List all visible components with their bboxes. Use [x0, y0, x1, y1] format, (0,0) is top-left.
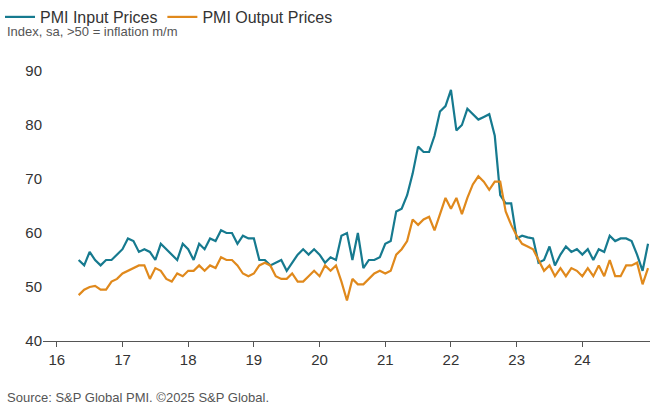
svg-text:Index, sa, >50 = inflation m/m: Index, sa, >50 = inflation m/m [7, 24, 178, 39]
svg-text:80: 80 [25, 116, 42, 133]
svg-text:60: 60 [25, 224, 42, 241]
svg-text:70: 70 [25, 170, 42, 187]
svg-text:22: 22 [443, 351, 460, 368]
svg-text:21: 21 [377, 351, 394, 368]
svg-text:40: 40 [25, 332, 42, 349]
svg-text:16: 16 [48, 351, 65, 368]
svg-text:23: 23 [508, 351, 525, 368]
svg-text:19: 19 [246, 351, 263, 368]
svg-text:18: 18 [180, 351, 197, 368]
svg-text:50: 50 [25, 278, 42, 295]
svg-text:17: 17 [114, 351, 131, 368]
svg-text:Source: S&P Global PMI. ©2025: Source: S&P Global PMI. ©2025 S&P Global… [7, 390, 269, 405]
svg-text:24: 24 [574, 351, 591, 368]
svg-text:90: 90 [25, 62, 42, 79]
svg-text:20: 20 [311, 351, 328, 368]
svg-text:PMI Output Prices: PMI Output Prices [202, 9, 332, 26]
svg-text:PMI Input Prices: PMI Input Prices [40, 9, 157, 26]
